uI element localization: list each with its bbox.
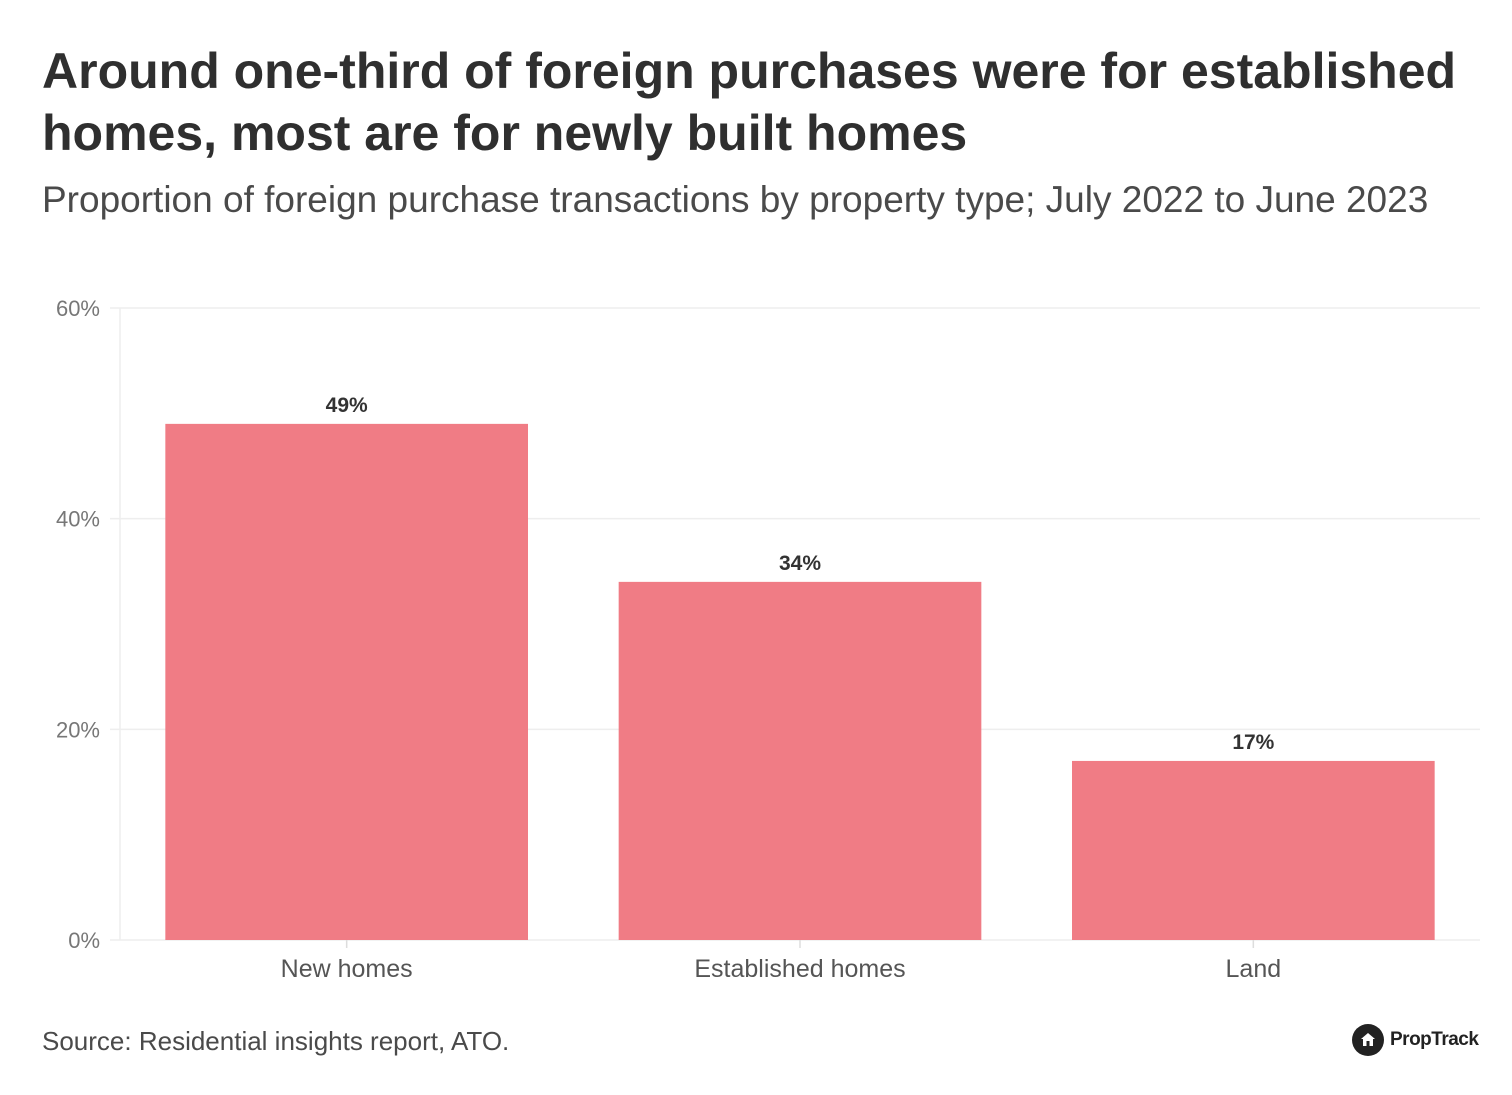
bar <box>618 581 982 940</box>
chart-subtitle: Proportion of foreign purchase transacti… <box>42 179 1429 220</box>
x-tick-label: Established homes <box>694 955 905 983</box>
data-label: 34% <box>779 552 821 575</box>
x-tick-label: Land <box>1226 955 1282 983</box>
proptrack-logo: PropTrack <box>1352 1024 1479 1056</box>
brand-name: PropTrack <box>1390 1029 1479 1050</box>
bar <box>1072 760 1435 940</box>
chart-title: Around one-third of foreign purchases we… <box>42 43 1457 161</box>
y-tick-label: 0% <box>68 928 100 953</box>
source-note: Source: Residential insights report, ATO… <box>42 1026 510 1056</box>
y-tick-label: 20% <box>56 717 100 742</box>
axes: 0% 20% 40% 60% New homes Established homes Lan… <box>56 296 1281 983</box>
y-tick-label: 40% <box>56 507 100 532</box>
x-tick-label: New homes <box>281 955 413 983</box>
data-label: 17% <box>1232 731 1274 754</box>
y-tick-label: 60% <box>56 296 100 321</box>
bar <box>165 423 529 940</box>
bars <box>165 423 1435 940</box>
house-icon <box>1352 1024 1384 1056</box>
data-label: 49% <box>326 394 368 417</box>
data-labels: 49% 34% 17% <box>326 394 1275 754</box>
